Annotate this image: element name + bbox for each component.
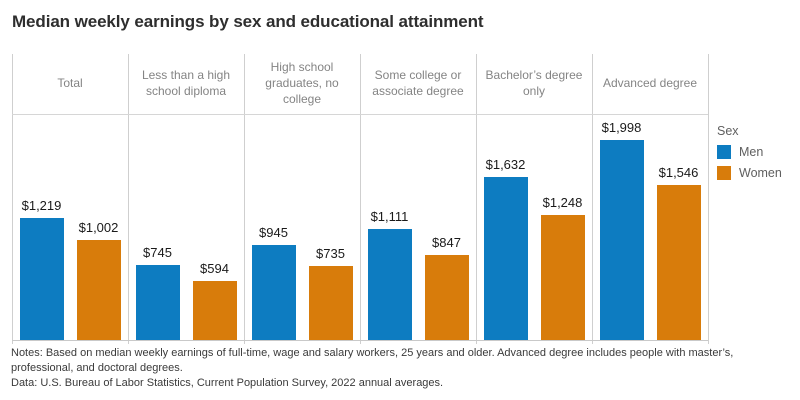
bar-value-label: $1,111 bbox=[370, 209, 409, 224]
bar-value-label: $735 bbox=[316, 246, 345, 261]
bar-value-label: $1,002 bbox=[78, 220, 119, 235]
bar-value-label: $1,219 bbox=[21, 198, 62, 213]
panel-plot: $1,111 $847 bbox=[360, 114, 476, 340]
data-source-line: Data: U.S. Bureau of Labor Statistics, C… bbox=[11, 376, 444, 389]
category-panel-total: Total $1,219 $1,002 bbox=[12, 54, 128, 340]
panel-plot: $1,632 $1,248 bbox=[476, 114, 592, 340]
panel-divider bbox=[128, 54, 129, 344]
category-panel-less-than-hs: Less than a high school diploma $745 $59… bbox=[128, 54, 244, 340]
legend-item-women[interactable]: Women bbox=[717, 166, 782, 180]
panel-plot: $945 $735 bbox=[244, 114, 360, 340]
category-label: Advanced degree bbox=[602, 76, 698, 91]
bar-group-men: $945 bbox=[251, 225, 296, 340]
bar-men-less-than-hs[interactable] bbox=[135, 265, 180, 340]
bar-men-bachelors[interactable] bbox=[483, 177, 528, 340]
bar-women-total[interactable] bbox=[76, 240, 121, 340]
bar-group-men: $1,632 bbox=[483, 157, 528, 340]
category-panel-bachelors: Bachelor’s degree only $1,632 $1,248 bbox=[476, 54, 592, 340]
bar-women-bachelors[interactable] bbox=[540, 215, 585, 340]
panel-divider bbox=[360, 54, 361, 344]
bar-women-hs-graduates[interactable] bbox=[308, 266, 353, 340]
bar-value-label: $1,998 bbox=[601, 120, 642, 135]
chart-area: Total $1,219 $1,002 Less than a high sch… bbox=[12, 54, 708, 340]
footnotes: Notes: Based on median weekly earnings o… bbox=[11, 346, 763, 391]
bar-group-men: $745 bbox=[135, 245, 180, 340]
category-panel-some-college: Some college or associate degree $1,111 … bbox=[360, 54, 476, 340]
bar-value-label: $1,632 bbox=[485, 157, 526, 172]
bar-group-men: $1,111 bbox=[367, 209, 412, 340]
bar-value-label: $945 bbox=[259, 225, 288, 240]
category-label: Total bbox=[57, 76, 83, 91]
bar-men-advanced[interactable] bbox=[599, 140, 644, 340]
bar-women-less-than-hs[interactable] bbox=[192, 281, 237, 340]
bar-group-women: $1,546 bbox=[656, 165, 701, 340]
bar-value-label: $1,546 bbox=[658, 165, 699, 180]
category-label: Less than a high school diploma bbox=[141, 68, 231, 98]
header-separator-line bbox=[12, 114, 708, 115]
bar-group-women: $1,002 bbox=[76, 220, 121, 340]
chart-title: Median weekly earnings by sex and educat… bbox=[12, 12, 484, 31]
x-axis-line bbox=[12, 340, 708, 341]
panel-plot: $745 $594 bbox=[128, 114, 244, 340]
panel-divider bbox=[12, 54, 13, 344]
panel-divider bbox=[592, 54, 593, 344]
bar-men-hs-graduates[interactable] bbox=[251, 245, 296, 340]
bar-women-advanced[interactable] bbox=[656, 185, 701, 340]
bar-group-men: $1,219 bbox=[19, 198, 64, 340]
notes-line: Notes: Based on median weekly earnings o… bbox=[11, 347, 734, 374]
legend-item-men[interactable]: Men bbox=[717, 145, 782, 159]
panel-divider bbox=[244, 54, 245, 344]
bar-value-label: $745 bbox=[143, 245, 172, 260]
legend-title: Sex bbox=[717, 124, 739, 138]
panel-divider bbox=[476, 54, 477, 344]
bar-men-some-college[interactable] bbox=[367, 229, 412, 340]
panel-plot: $1,998 $1,546 bbox=[592, 114, 708, 340]
bar-group-men: $1,998 bbox=[599, 120, 644, 340]
legend-item-label: Men bbox=[739, 145, 764, 159]
category-label: High school graduates, no college bbox=[265, 60, 339, 106]
bar-women-some-college[interactable] bbox=[424, 255, 469, 340]
panel-plot: $1,219 $1,002 bbox=[12, 114, 128, 340]
bar-group-women: $735 bbox=[308, 246, 353, 340]
category-panel-hs-graduates: High school graduates, no college $945 $… bbox=[244, 54, 360, 340]
bar-group-women: $594 bbox=[192, 261, 237, 340]
women-color-swatch bbox=[717, 166, 731, 180]
category-panel-advanced: Advanced degree $1,998 $1,546 bbox=[592, 54, 708, 340]
category-label: Some college or associate degree bbox=[372, 68, 464, 98]
bar-group-women: $847 bbox=[424, 235, 469, 340]
men-color-swatch bbox=[717, 145, 731, 159]
bar-value-label: $1,248 bbox=[542, 195, 583, 210]
bar-value-label: $594 bbox=[200, 261, 229, 276]
panel-divider bbox=[708, 54, 709, 344]
legend-item-label: Women bbox=[739, 166, 782, 180]
legend: Sex Men Women bbox=[717, 124, 782, 187]
category-label: Bachelor’s degree only bbox=[485, 68, 583, 98]
bar-group-women: $1,248 bbox=[540, 195, 585, 340]
bar-value-label: $847 bbox=[432, 235, 461, 250]
bar-men-total[interactable] bbox=[19, 218, 64, 340]
